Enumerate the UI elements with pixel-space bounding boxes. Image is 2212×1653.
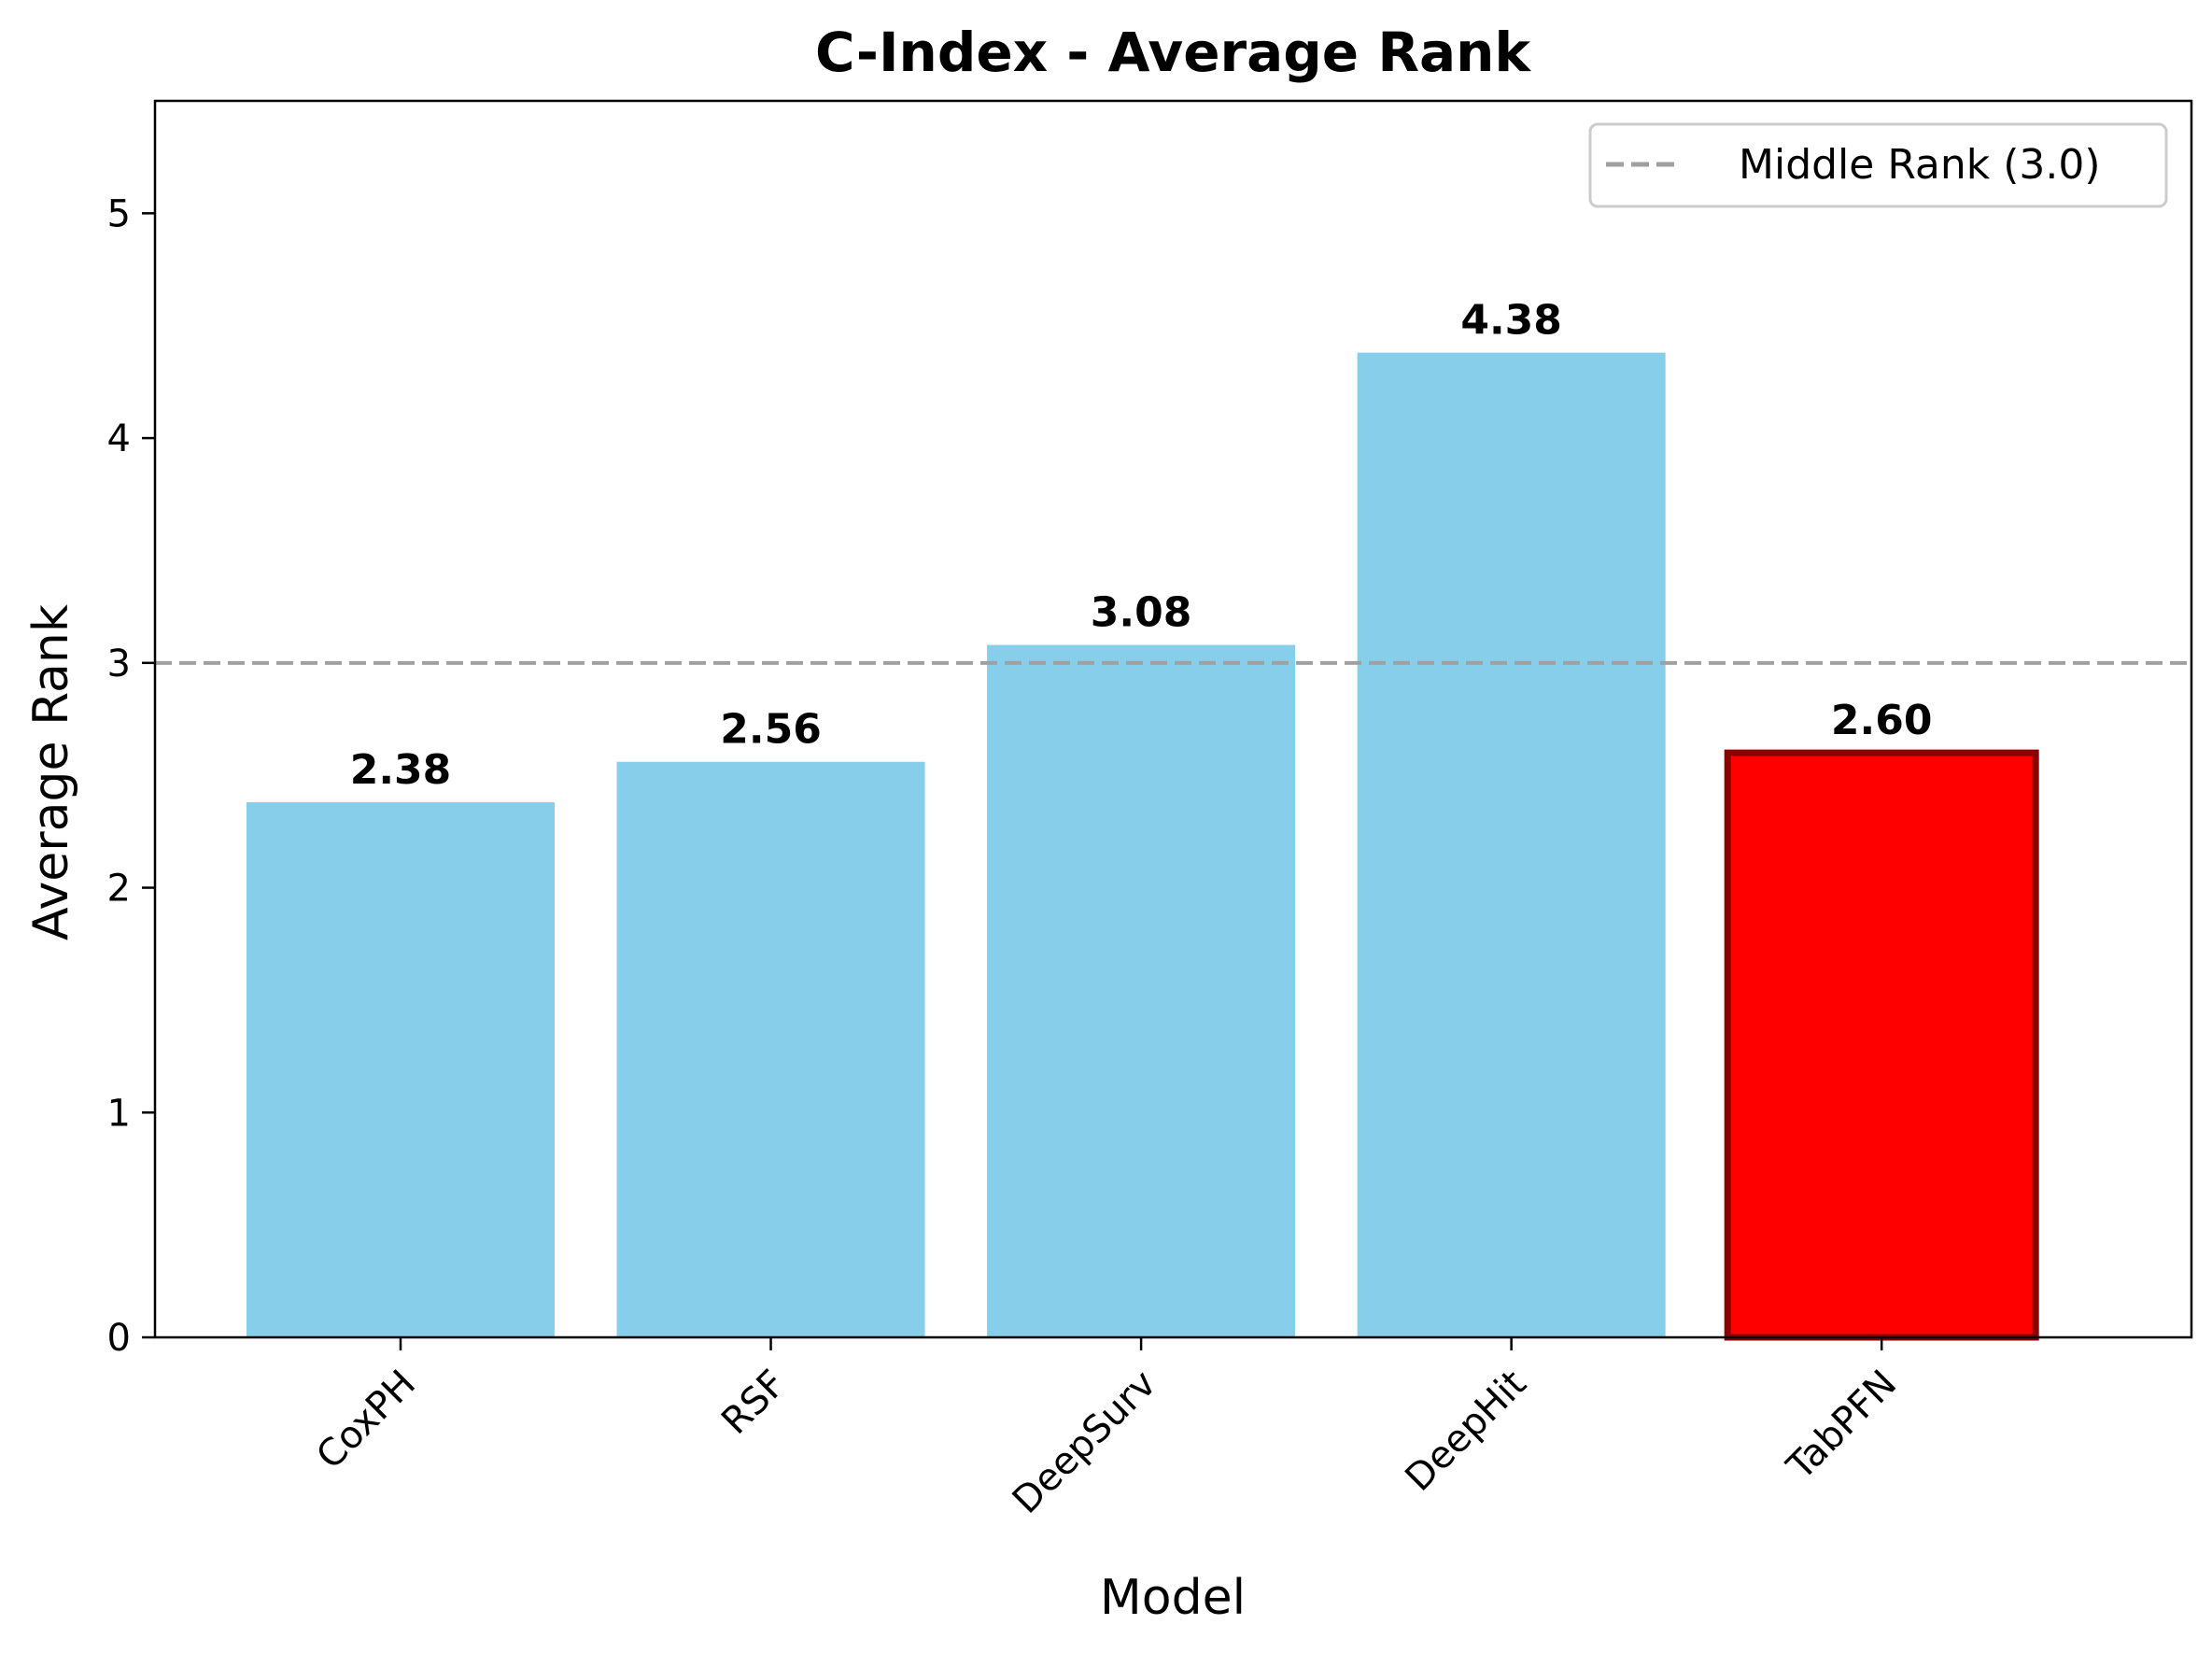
- x-axis-label: Model: [1100, 1570, 1246, 1626]
- y-tick-label-0: 0: [107, 1317, 131, 1360]
- y-tick-label-5: 5: [107, 192, 131, 235]
- bar-deephit: [1357, 352, 1666, 1338]
- plot-area: 2.38 CoxPH 2.56 RSF 3.08 DeepSurv 4.38 DeepHit 2…: [107, 99, 2193, 1522]
- y-tick-label-3: 3: [107, 643, 131, 685]
- legend: Middle Rank (3.0): [1588, 122, 2168, 208]
- y-tick-label-4: 4: [107, 417, 131, 460]
- chart-title: C-Index - Average Rank: [815, 21, 1531, 84]
- y-axis-label: Average Rank: [23, 604, 79, 940]
- y-tick-label-1: 1: [107, 1092, 131, 1135]
- x-tick-label-tabpfn: TabPFN: [1779, 1363, 1906, 1490]
- bar-tabpfn: [1724, 749, 2039, 1341]
- legend-frame: [1588, 122, 2168, 208]
- value-label-rsf: 2.56: [720, 706, 822, 754]
- plot-frame: [153, 99, 2193, 1339]
- bar-rsf: [616, 761, 925, 1337]
- value-label-tabpfn: 2.60: [1831, 697, 1933, 744]
- x-tick-label-deepsurv: DeepSurv: [1005, 1363, 1164, 1522]
- value-label-deephit: 4.38: [1460, 297, 1562, 345]
- legend-label: Middle Rank (3.0): [1739, 141, 2101, 189]
- value-label-deepsurv: 3.08: [1091, 589, 1192, 637]
- y-tick-label-2: 2: [107, 868, 131, 911]
- x-tick-label-rsf: RSF: [713, 1363, 794, 1443]
- value-label-coxph: 2.38: [350, 746, 452, 794]
- bar-deepsurv: [987, 644, 1296, 1337]
- bar-coxph: [247, 802, 555, 1337]
- x-tick-label-coxph: CoxPH: [308, 1363, 424, 1478]
- x-tick-label-deephit: DeepHit: [1397, 1363, 1534, 1500]
